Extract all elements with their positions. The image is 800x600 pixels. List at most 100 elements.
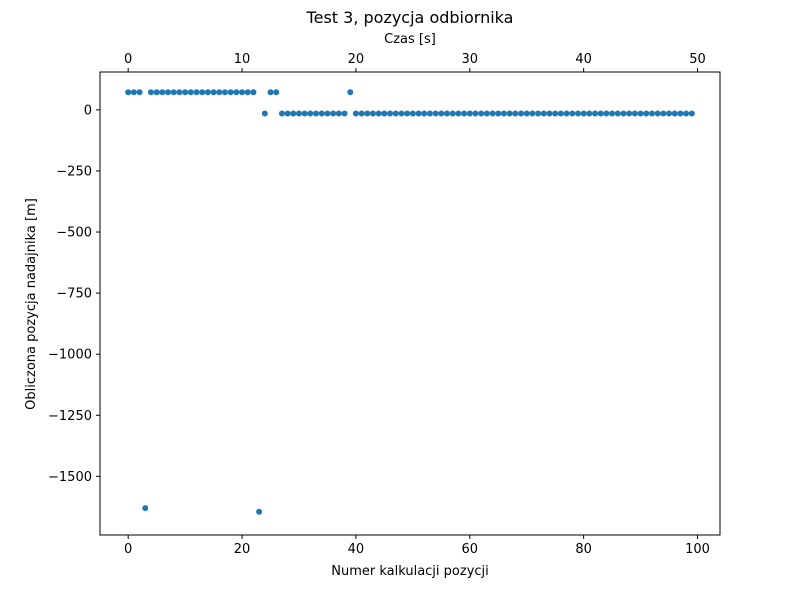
x-tick-label: 60: [462, 542, 479, 557]
data-point: [153, 89, 160, 96]
top-x-tick-label: 10: [234, 52, 251, 67]
data-point: [643, 110, 650, 117]
data-point: [358, 110, 365, 117]
data-point: [660, 110, 667, 117]
x-axis-label: Numer kalkulacji pozycji: [331, 564, 489, 579]
data-point: [387, 110, 394, 117]
data-point: [466, 110, 473, 117]
data-point: [267, 89, 274, 96]
data-point: [614, 110, 621, 117]
data-point: [620, 110, 627, 117]
data-point: [609, 110, 616, 117]
top-x-tick-label: 40: [575, 52, 592, 67]
data-point: [409, 110, 416, 117]
data-point: [187, 89, 194, 96]
x-tick-label: 0: [124, 542, 132, 557]
plot-frame: [99, 71, 721, 536]
x-tick-label: 80: [575, 542, 592, 557]
data-point: [489, 110, 496, 117]
y-tick-label: −750: [56, 287, 92, 302]
data-point: [438, 110, 445, 117]
data-point: [546, 110, 553, 117]
x-tick-label: 100: [685, 542, 710, 557]
data-point: [210, 89, 217, 96]
data-point: [335, 110, 342, 117]
data-point: [523, 110, 530, 117]
data-point: [290, 110, 297, 117]
data-point: [426, 110, 433, 117]
data-point: [415, 110, 422, 117]
data-point: [261, 110, 268, 117]
data-point: [324, 110, 331, 117]
data-point: [688, 110, 695, 117]
data-point: [449, 110, 456, 117]
data-point: [569, 110, 576, 117]
data-point: [529, 110, 536, 117]
data-point: [432, 110, 439, 117]
data-point: [307, 110, 314, 117]
top-x-tick-label: 20: [348, 52, 365, 67]
data-point: [176, 89, 183, 96]
data-point: [284, 110, 291, 117]
data-point: [506, 110, 513, 117]
data-point: [364, 110, 371, 117]
data-point: [552, 110, 559, 117]
y-tick-label: −1000: [48, 348, 92, 363]
data-point: [631, 110, 638, 117]
data-point: [671, 110, 678, 117]
data-point: [193, 89, 200, 96]
data-point: [301, 110, 308, 117]
data-point: [404, 110, 411, 117]
y-tick-label: −1250: [48, 409, 92, 424]
data-point: [239, 89, 246, 96]
data-point: [165, 89, 172, 96]
data-point: [273, 89, 280, 96]
data-point: [313, 110, 320, 117]
data-point: [666, 110, 673, 117]
y-axis-label: Obliczona pozycja nadajnika [m]: [24, 198, 39, 410]
data-point: [375, 110, 382, 117]
plot-area: 0 20 40 60 80 100 0 10 20 30 40 50 0 −250 −500 −750 −100…: [48, 52, 721, 557]
top-x-tick-label: 30: [462, 52, 479, 67]
data-point: [295, 110, 302, 117]
data-point: [483, 110, 490, 117]
data-point: [221, 89, 228, 96]
data-point: [159, 89, 166, 96]
data-point: [369, 110, 376, 117]
y-tick-label: 0: [84, 103, 92, 118]
data-point: [204, 89, 211, 96]
data-point: [352, 110, 359, 117]
data-point: [540, 110, 547, 117]
data-point: [421, 110, 428, 117]
data-point: [147, 89, 154, 96]
data-point: [648, 110, 655, 117]
data-point: [563, 110, 570, 117]
data-point: [199, 89, 206, 96]
data-point: [130, 89, 137, 96]
data-point: [677, 110, 684, 117]
data-point: [341, 110, 348, 117]
data-point: [580, 110, 587, 117]
data-point: [654, 110, 661, 117]
data-point: [455, 110, 462, 117]
data-point: [478, 110, 485, 117]
data-point: [637, 110, 644, 117]
data-point: [592, 110, 599, 117]
top-x-tick-label: 0: [124, 52, 132, 67]
data-point: [227, 89, 234, 96]
top-x-tick-label: 50: [689, 52, 706, 67]
data-point: [136, 89, 143, 96]
x-tick-label: 20: [234, 542, 251, 557]
data-point: [518, 110, 525, 117]
y-tick-label: −500: [56, 226, 92, 241]
top-axis-label: Czas [s]: [384, 32, 436, 47]
y-tick-label: −250: [56, 164, 92, 179]
data-point: [256, 508, 263, 515]
data-point: [392, 110, 399, 117]
data-point: [182, 89, 189, 96]
data-point: [683, 110, 690, 117]
data-point: [233, 89, 240, 96]
data-point: [142, 505, 149, 512]
